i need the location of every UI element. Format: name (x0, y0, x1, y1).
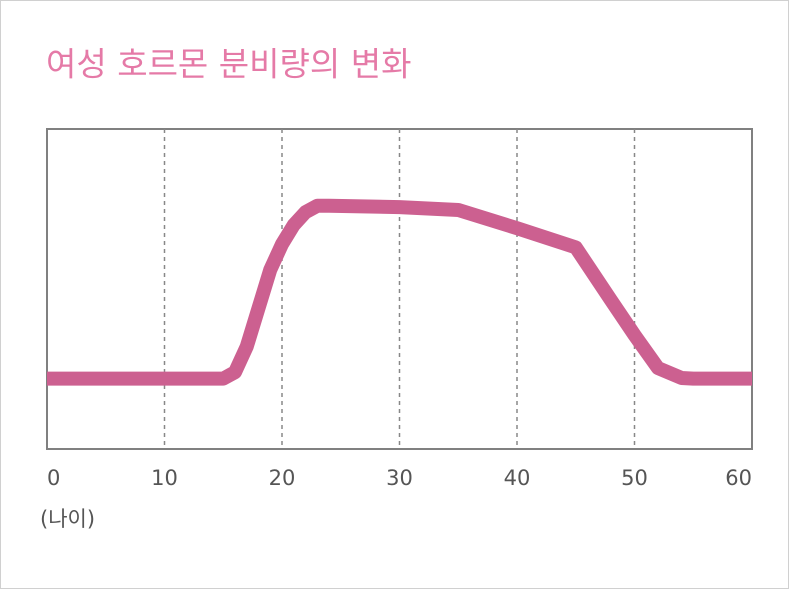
data-line (47, 198, 752, 386)
chart-title: 여성 호르몬 분비량의 변화 (46, 45, 411, 84)
x-tick-label: 30 (386, 466, 413, 490)
x-tick-label: 20 (269, 466, 296, 490)
x-tick-label: 50 (621, 466, 648, 490)
x-tick-label: 10 (151, 466, 178, 490)
x-tick-label: 40 (504, 466, 531, 490)
x-tick-label: 0 (47, 466, 60, 490)
x-axis-label: (나이) (40, 507, 95, 531)
x-tick-label: 60 (725, 466, 752, 490)
